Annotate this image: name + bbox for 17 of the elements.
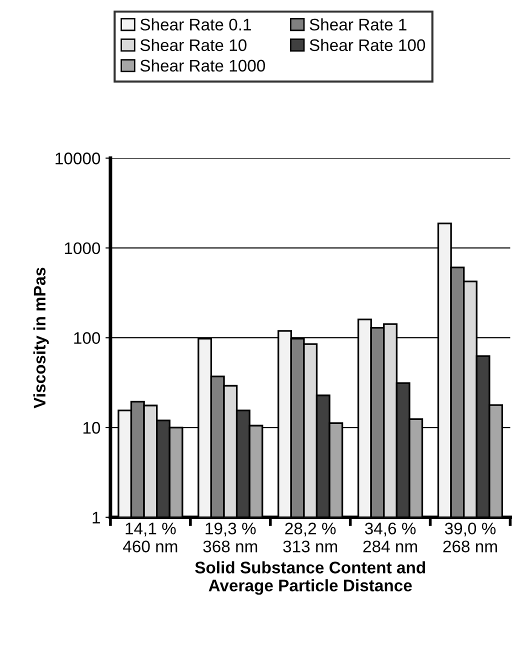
legend-label: Shear Rate 1000 xyxy=(140,59,266,72)
x-axis-title: Solid Substance Content and Average Particle Distance xyxy=(195,561,425,595)
y-axis-title: Viscosity in mPas xyxy=(33,268,49,408)
legend-label: Shear Rate 0.1 xyxy=(140,18,251,31)
y-tick-label: 1000 xyxy=(64,242,100,254)
x-tick-label: 14,1 % 460 nm xyxy=(123,522,178,552)
y-tick-label: 1 xyxy=(92,512,100,524)
y-tick-label: 10000 xyxy=(56,152,100,164)
x-tick-label: 28,2 % 313 nm xyxy=(283,522,338,552)
legend-label: Shear Rate 1 xyxy=(310,18,406,31)
legend-label: Shear Rate 100 xyxy=(310,38,426,52)
y-tick-label: 100 xyxy=(74,332,100,344)
legend-label: Shear Rate 10 xyxy=(140,38,246,52)
x-tick-label: 39,0 % 268 nm xyxy=(443,522,497,552)
y-tick-label: 10 xyxy=(83,422,100,434)
x-tick-label: 19,3 % 368 nm xyxy=(203,522,258,552)
x-tick-label: 34,6 % 284 nm xyxy=(363,522,417,552)
